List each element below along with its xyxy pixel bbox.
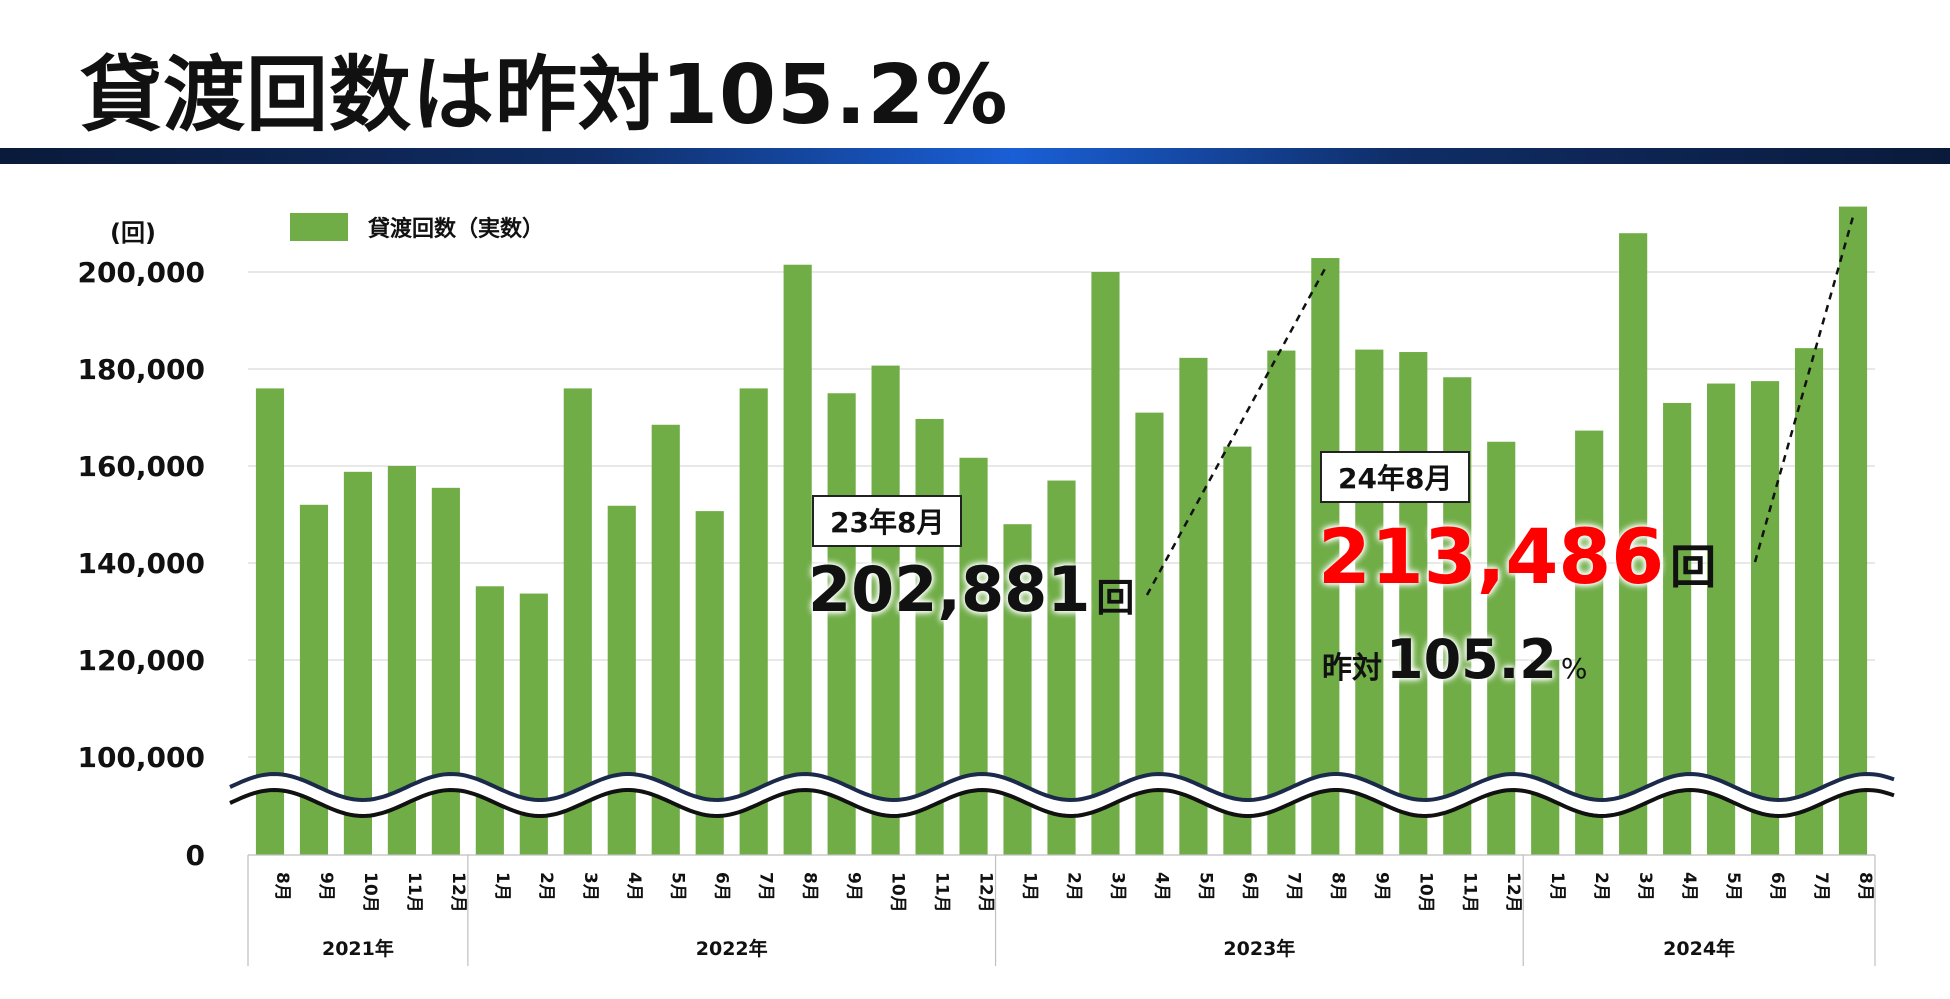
bar [1047, 480, 1076, 855]
bar [783, 264, 812, 856]
x-tick-label: 5月 [668, 872, 688, 901]
curr-unit: 回 [1670, 540, 1717, 594]
x-tick-label: 5月 [1195, 872, 1215, 901]
x-tick-label: 10月 [360, 872, 380, 913]
bar [1794, 348, 1824, 855]
prev-value: 202,881 [808, 553, 1091, 626]
axis-break-wave [229, 787, 1895, 819]
x-tick-label: 9月 [844, 872, 864, 901]
x-tick-label: 10月 [1415, 872, 1435, 913]
x-tick-label: 1月 [1547, 872, 1567, 901]
bar [1750, 381, 1780, 855]
y-tick-label: 140,000 [77, 547, 205, 580]
bar [475, 586, 504, 855]
x-tick-label: 3月 [580, 872, 600, 901]
x-tick-label: 9月 [316, 872, 336, 901]
x-tick-label: 11月 [1459, 872, 1479, 913]
bar [431, 487, 460, 855]
bar [1311, 258, 1340, 855]
yoy-value: 105.2 [1386, 628, 1557, 691]
x-tick-label: 12月 [448, 872, 468, 913]
yoy-group: 昨対105.2% [1322, 628, 1587, 691]
bar [1575, 430, 1604, 855]
bar [1838, 206, 1868, 855]
x-tick-label: 8月 [800, 872, 820, 901]
y-axis-unit: (回) [110, 219, 156, 247]
x-tick-label: 7月 [1811, 872, 1831, 901]
x-tick-label: 3月 [1635, 872, 1655, 901]
x-tick-label: 11月 [932, 872, 952, 913]
x-tick-label: 6月 [1239, 872, 1259, 901]
x-tick-label: 4月 [1151, 872, 1171, 901]
bar [1619, 233, 1648, 855]
header-band [0, 148, 1950, 164]
year-label: 2023年 [1223, 937, 1295, 960]
x-tick-label: 5月 [1723, 872, 1743, 901]
x-tick-label: 4月 [1679, 872, 1699, 901]
year-label: 2022年 [696, 937, 768, 960]
y-tick-label: 0 [186, 839, 205, 872]
bar [1179, 357, 1208, 855]
bar [1267, 350, 1296, 855]
bar [607, 505, 636, 855]
bar [915, 418, 944, 855]
bar [1531, 660, 1560, 855]
y-tick-label: 200,000 [77, 256, 205, 289]
x-tick-label: 2月 [1064, 872, 1084, 901]
y-tick-label: 120,000 [77, 644, 205, 677]
bar [1399, 352, 1428, 855]
curr-value: 213,486 [1318, 512, 1665, 601]
prev-value-group: 202,881 回 [808, 553, 1134, 626]
x-tick-label: 1月 [1020, 872, 1040, 901]
yoy-prefix: 昨対 [1322, 651, 1382, 686]
prev-unit: 回 [1096, 576, 1135, 620]
bar [1355, 349, 1384, 855]
x-tick-label: 9月 [1371, 872, 1391, 901]
x-tick-label: 8月 [1327, 872, 1347, 901]
bar [1091, 272, 1120, 855]
bar [959, 457, 988, 855]
x-tick-label: 3月 [1107, 872, 1127, 901]
x-tick-label: 10月 [888, 872, 908, 913]
prev-label-box: 23年8月 [812, 495, 963, 547]
x-tick-label: 6月 [712, 872, 732, 901]
y-tick-label: 160,000 [77, 450, 205, 483]
axis-break-wave [229, 771, 1895, 803]
bar [1443, 377, 1472, 855]
x-tick-label: 11月 [404, 872, 424, 913]
curr-label-box: 24年8月 [1320, 451, 1471, 503]
x-tick-label: 7月 [756, 872, 776, 901]
legend-label: 貸渡回数（実数） [367, 216, 544, 242]
x-tick-label: 7月 [1283, 872, 1303, 901]
prev-label: 23年8月 [830, 506, 945, 539]
x-tick-label: 2月 [536, 872, 556, 901]
x-tick-label: 8月 [272, 872, 292, 901]
bar [343, 471, 373, 855]
bar [871, 365, 900, 855]
curr-label: 24年8月 [1338, 462, 1453, 495]
x-tick-label: 4月 [624, 872, 644, 901]
bar [1223, 446, 1252, 855]
x-tick-label: 12月 [1503, 872, 1523, 913]
yoy-unit: % [1560, 652, 1588, 685]
pointer-line [1145, 267, 1327, 596]
y-tick-label: 100,000 [77, 741, 205, 774]
curr-value-group: 213,486 回 [1318, 512, 1716, 601]
x-tick-label: 6月 [1767, 872, 1787, 901]
year-label: 2021年 [322, 937, 394, 960]
x-tick-label: 8月 [1855, 872, 1875, 901]
bar [563, 388, 592, 855]
page-title: 貸渡回数は昨対105.2% [80, 48, 1009, 143]
x-tick-label: 1月 [492, 872, 512, 901]
y-tick-label: 180,000 [77, 353, 205, 386]
year-label: 2024年 [1663, 937, 1735, 960]
bar [739, 388, 768, 855]
pointer-line [1753, 216, 1855, 563]
x-tick-label: 12月 [976, 872, 996, 913]
x-tick-label: 2月 [1591, 872, 1611, 901]
legend-swatch [290, 213, 348, 241]
